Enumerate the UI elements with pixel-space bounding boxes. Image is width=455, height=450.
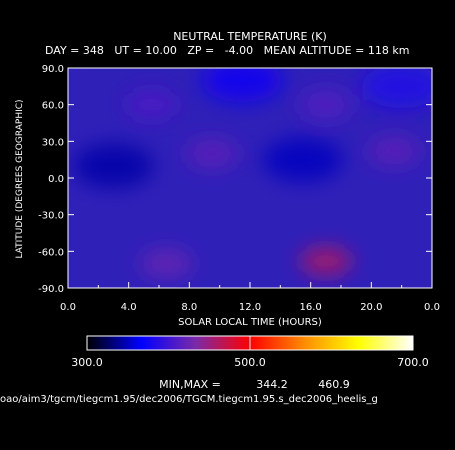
x-tick-label: 8.0	[181, 302, 197, 313]
x-axis-ticks: 0.0 4.0 8.0 12.0 16.0 20.0 0.0	[60, 282, 440, 313]
min-value: 344.2	[256, 378, 288, 391]
y-tick-label: -60.0	[38, 247, 64, 258]
cold-region	[202, 68, 283, 103]
warm-region	[140, 249, 193, 278]
warm-region	[186, 139, 239, 168]
y-tick-label: -90.0	[38, 284, 64, 295]
x-tick-label: 0.0	[60, 302, 76, 313]
y-tick-label: 30.0	[42, 137, 64, 148]
y-axis-label: LATITUDE (DEGREES GEOGRAPHIC)	[15, 99, 25, 258]
file-path: oao/aim3/tgcm/tiegcm1.95/dec2006/TGCM.ti…	[0, 394, 378, 405]
colorbar-tick-label: 500.0	[234, 356, 266, 369]
colorbar-ticks: 300.0 500.0 700.0	[71, 336, 429, 369]
cold-region	[263, 137, 344, 182]
chart-subtitle: DAY = 348 UT = 10.00 ZP = -4.00 MEAN ALT…	[45, 44, 409, 57]
minmax-label: MIN,MAX =	[159, 378, 221, 391]
x-axis-label: SOLAR LOCAL TIME (HOURS)	[178, 317, 322, 328]
cold-region	[73, 143, 154, 188]
colorbar-tick-label: 700.0	[397, 356, 429, 369]
heatmap-field	[68, 68, 432, 288]
cold-region	[361, 68, 432, 109]
warm-region	[368, 137, 421, 166]
warm-region	[125, 90, 178, 119]
warm-region	[299, 247, 352, 276]
x-tick-label: 20.0	[360, 302, 382, 313]
colorbar-tick-label: 300.0	[71, 356, 103, 369]
x-tick-label: 12.0	[239, 302, 261, 313]
y-tick-label: 0.0	[48, 174, 64, 185]
y-tick-label: 90.0	[42, 64, 64, 75]
max-value: 460.9	[318, 378, 350, 391]
warm-region	[299, 90, 352, 119]
y-tick-label: 60.0	[42, 101, 64, 112]
x-tick-label: 0.0	[424, 302, 440, 313]
y-tick-label: -30.0	[38, 211, 64, 222]
x-tick-label: 4.0	[121, 302, 137, 313]
chart-title: NEUTRAL TEMPERATURE (K)	[173, 30, 327, 43]
x-tick-label: 16.0	[300, 302, 322, 313]
y-axis-ticks: 90.0 60.0 30.0 0.0 -30.0 -60.0 -90.0	[38, 64, 432, 295]
